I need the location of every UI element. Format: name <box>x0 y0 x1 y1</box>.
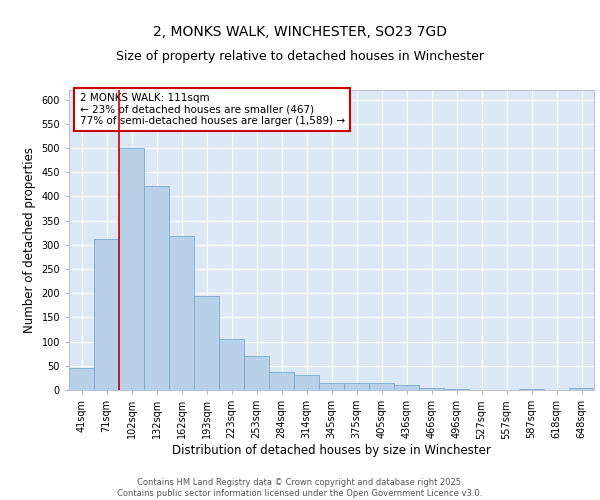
Bar <box>394 385 419 390</box>
Text: Contains HM Land Registry data © Crown copyright and database right 2025.
Contai: Contains HM Land Registry data © Crown c… <box>118 478 482 498</box>
Bar <box>244 356 269 390</box>
Bar <box>94 239 119 390</box>
Bar <box>369 382 394 390</box>
Y-axis label: Number of detached properties: Number of detached properties <box>23 147 36 333</box>
Bar <box>169 236 194 390</box>
Bar <box>519 389 544 390</box>
Bar <box>294 374 319 390</box>
Bar <box>319 383 344 390</box>
Bar <box>419 388 444 390</box>
Text: 2 MONKS WALK: 111sqm
← 23% of detached houses are smaller (467)
77% of semi-deta: 2 MONKS WALK: 111sqm ← 23% of detached h… <box>79 93 344 126</box>
Bar <box>119 148 144 390</box>
Bar <box>69 368 94 390</box>
Bar <box>144 186 169 390</box>
Bar <box>569 388 594 390</box>
Bar <box>269 372 294 390</box>
Bar <box>344 383 369 390</box>
X-axis label: Distribution of detached houses by size in Winchester: Distribution of detached houses by size … <box>172 444 491 457</box>
Bar <box>194 296 219 390</box>
Text: 2, MONKS WALK, WINCHESTER, SO23 7GD: 2, MONKS WALK, WINCHESTER, SO23 7GD <box>153 25 447 39</box>
Bar <box>444 389 469 390</box>
Text: Size of property relative to detached houses in Winchester: Size of property relative to detached ho… <box>116 50 484 63</box>
Bar <box>219 339 244 390</box>
